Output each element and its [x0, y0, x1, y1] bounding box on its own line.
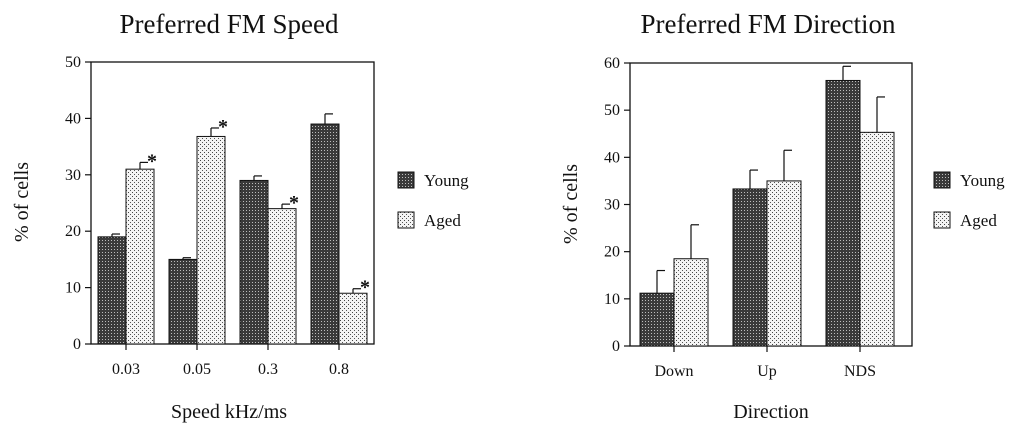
direction-chart-ylabel: % of cells: [560, 164, 582, 244]
x-tick-label: Up: [757, 363, 777, 380]
bar-aged-down: [673, 258, 709, 347]
significance-marker: *: [360, 277, 370, 299]
bar-aged-nds: [859, 131, 895, 347]
x-tick-label: 0.3: [258, 361, 278, 378]
speed-chart-title: Preferred FM Speed: [120, 9, 339, 39]
bar-young-down: [639, 292, 675, 347]
bar-aged-up: [766, 180, 802, 347]
direction-chart: Preferred FM Direction Direction % of ce…: [560, 9, 1005, 423]
legend-swatch-aged: [397, 211, 415, 229]
bar-aged-03: [267, 208, 297, 345]
y-tick-label: 0: [73, 336, 81, 353]
x-tick-label: 0.05: [183, 361, 211, 378]
legend-label-aged: Aged: [424, 211, 461, 230]
y-tick-label: 50: [604, 102, 620, 119]
bar-young-005: [168, 258, 198, 345]
y-tick-label: 20: [65, 223, 81, 240]
speed-chart-ylabel: % of cells: [11, 162, 33, 242]
y-tick-label: 20: [604, 244, 620, 261]
bar-aged-003: [125, 168, 155, 345]
bar-young-003: [97, 236, 127, 345]
legend-swatch-aged: [933, 211, 951, 229]
y-tick-label: 50: [65, 54, 81, 71]
y-tick-label: 10: [65, 280, 81, 297]
plot-frame: [90, 61, 375, 345]
bar-young-08: [310, 123, 340, 345]
significance-marker: *: [289, 192, 299, 214]
y-tick-label: 30: [604, 197, 620, 214]
direction-chart-xlabel: Direction: [733, 401, 809, 423]
legend-label-young: Young: [424, 171, 469, 190]
legend-label-aged: Aged: [960, 211, 997, 230]
bar-young-03: [239, 179, 269, 345]
bar-aged-005: [196, 135, 226, 345]
bar-aged-08: [338, 292, 368, 345]
legend-swatch-young: [397, 171, 415, 189]
y-tick-label: 40: [65, 110, 81, 127]
legend-swatch-young: [933, 171, 951, 189]
y-tick-label: 30: [65, 167, 81, 184]
y-tick-label: 60: [604, 55, 620, 72]
x-tick-label: 0.03: [112, 361, 140, 378]
speed-chart-xlabel: Speed kHz/ms: [171, 401, 287, 423]
significance-marker: *: [147, 150, 157, 172]
significance-marker: *: [218, 116, 228, 138]
x-tick-label: Down: [654, 363, 693, 380]
bar-young-up: [732, 188, 768, 347]
direction-chart-title: Preferred FM Direction: [641, 9, 896, 39]
bar-young-nds: [825, 79, 861, 347]
y-tick-label: 10: [604, 291, 620, 308]
speed-chart: Preferred FM Speed Speed kHz/ms % of cel…: [11, 9, 469, 423]
y-tick-label: 40: [604, 149, 620, 166]
legend-label-young: Young: [960, 171, 1005, 190]
x-tick-label: NDS: [844, 363, 876, 380]
y-tick-label: 0: [612, 338, 620, 355]
x-tick-label: 0.8: [329, 361, 349, 378]
